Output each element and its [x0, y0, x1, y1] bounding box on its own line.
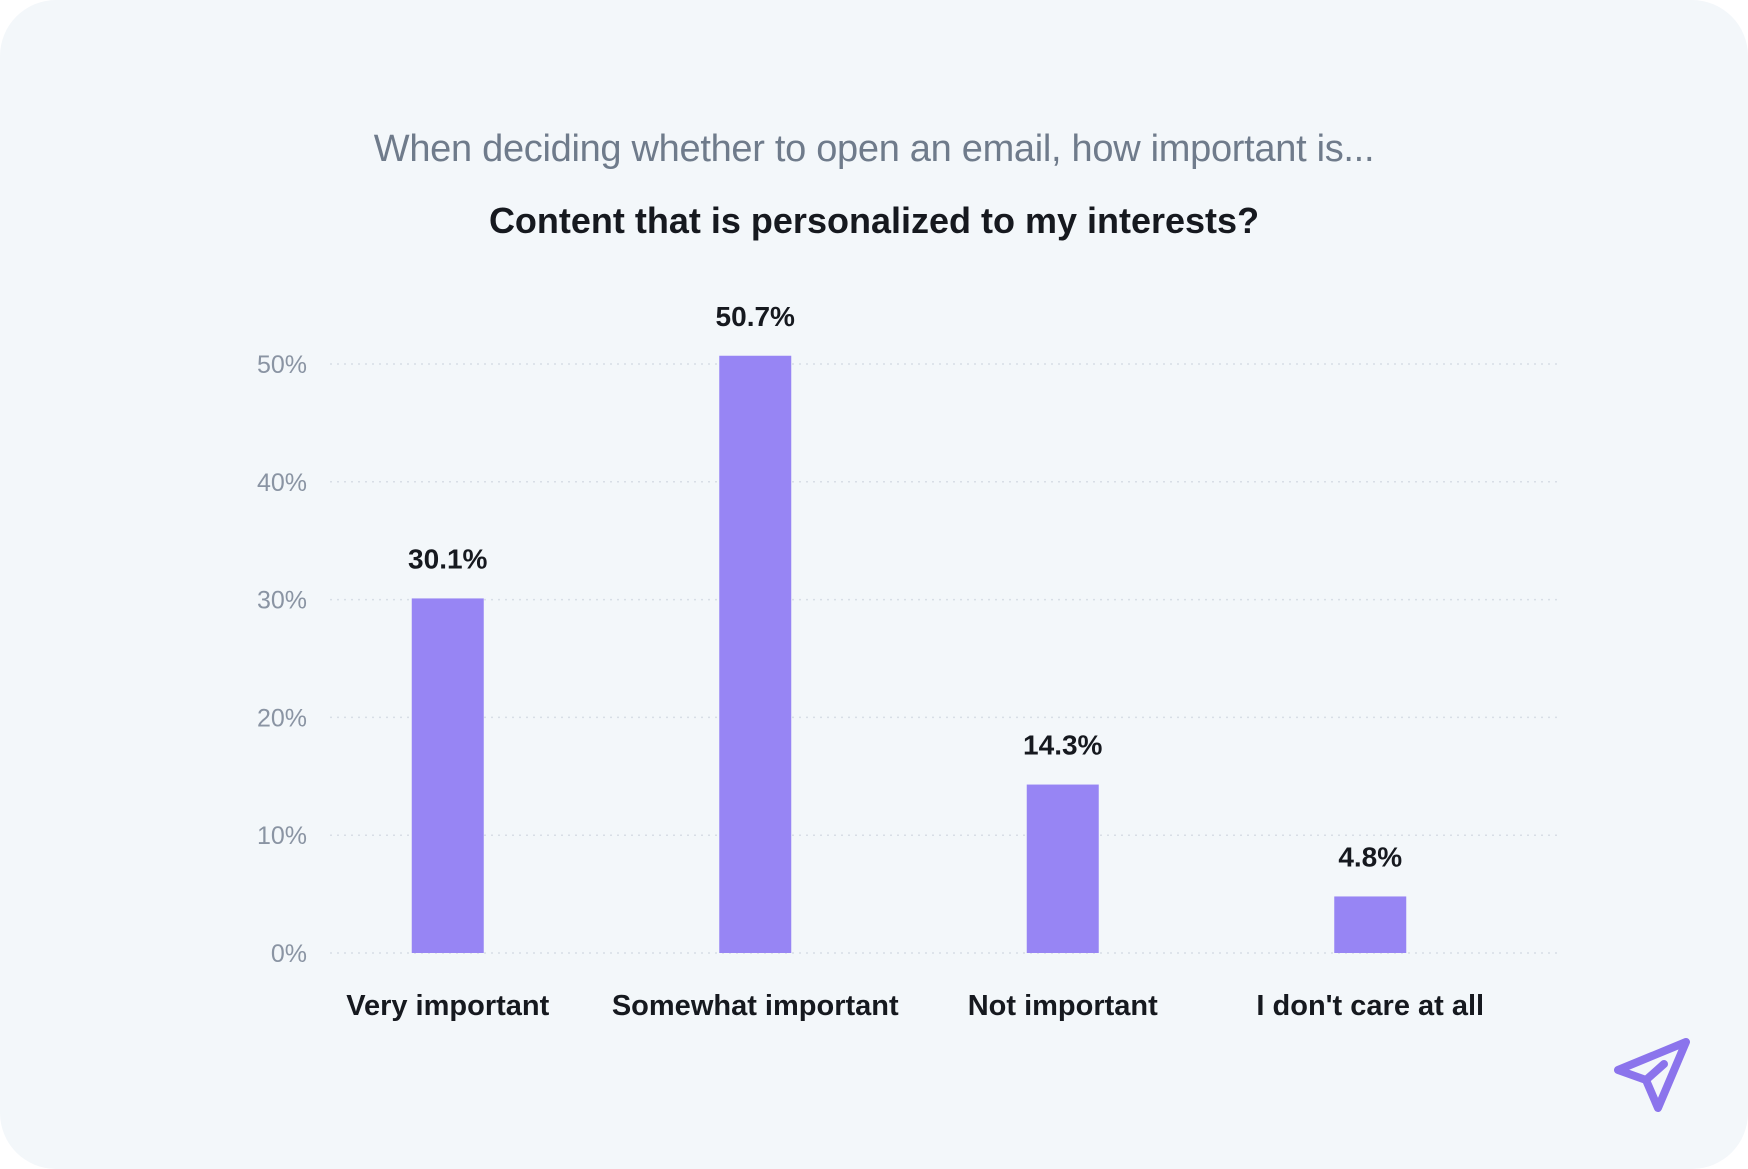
x-tick-label: I don't care at all [1256, 990, 1484, 1022]
y-tick-label: 20% [257, 704, 307, 732]
bar [1334, 896, 1407, 953]
data-label: 50.7% [716, 301, 795, 332]
data-label: 14.3% [1023, 730, 1102, 761]
y-tick-label: 40% [257, 469, 307, 497]
y-tick-label: 30% [257, 587, 307, 615]
paper-plane-icon [1614, 1038, 1690, 1112]
chart-title: Content that is personalized to my inter… [488, 200, 1260, 241]
x-tick-label: Somewhat important [612, 990, 899, 1022]
x-tick-label: Not important [968, 990, 1158, 1022]
data-label: 4.8% [1338, 841, 1402, 872]
y-tick-label: 0% [271, 940, 307, 968]
x-tick-label: Very important [346, 990, 549, 1022]
bar [1026, 784, 1099, 953]
chart-subtitle: When deciding whether to open an email, … [373, 128, 1375, 170]
y-tick-label: 50% [257, 351, 307, 379]
y-tick-label: 10% [257, 822, 307, 850]
bar [411, 598, 484, 953]
data-label: 30.1% [408, 543, 487, 574]
bar [719, 355, 792, 953]
